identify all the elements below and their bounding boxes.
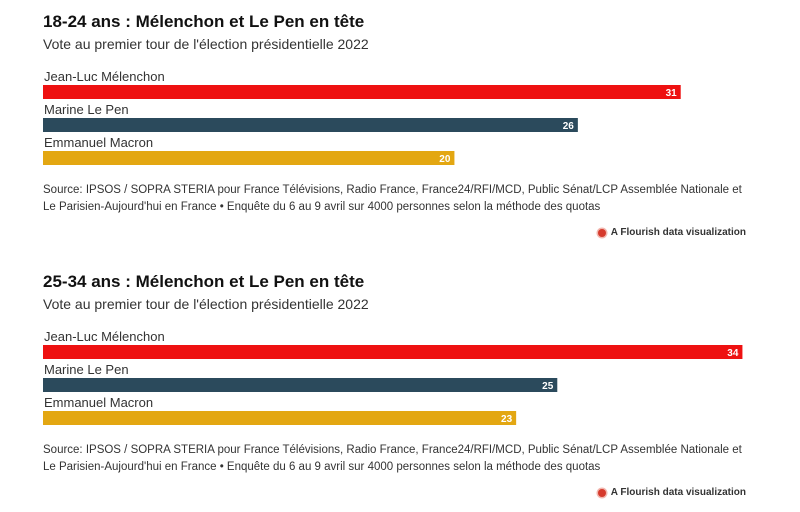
- category-label: Jean-Luc Mélenchon: [44, 329, 165, 344]
- bar-chart: Jean-Luc Mélenchon 31 Marine Le Pen 26 Emman…: [43, 69, 681, 165]
- flourish-logo-icon: [597, 488, 606, 497]
- chart-subtitle: Vote au premier tour de l'élection prési…: [43, 36, 369, 52]
- value-label: 23: [501, 414, 513, 425]
- flourish-credit-label: A Flourish data visualization: [610, 487, 746, 498]
- bar[interactable]: [43, 151, 455, 165]
- bar[interactable]: [43, 411, 517, 425]
- value-label: 31: [666, 88, 678, 99]
- bar[interactable]: [43, 85, 681, 99]
- chart-title: 25-34 ans : Mélenchon et Le Pen en tête: [43, 272, 365, 291]
- flourish-logo-icon: [597, 228, 606, 237]
- chart-panel-18-24: 18-24 ans : Mélenchon et Le Pen en tête …: [43, 12, 763, 252]
- category-label: Emmanuel Macron: [44, 135, 153, 150]
- value-label: 20: [439, 154, 451, 165]
- source-note: Source: IPSOS / SOPRA STERIA pour France…: [43, 184, 742, 213]
- category-label: Marine Le Pen: [44, 362, 129, 377]
- value-label: 25: [542, 381, 554, 392]
- bar[interactable]: [43, 378, 558, 392]
- flourish-credit-label: A Flourish data visualization: [610, 227, 746, 238]
- chart-title: 18-24 ans : Mélenchon et Le Pen en tête: [43, 12, 365, 31]
- value-label: 34: [727, 348, 739, 359]
- category-label: Marine Le Pen: [44, 102, 129, 117]
- category-label: Jean-Luc Mélenchon: [44, 69, 165, 84]
- bar[interactable]: [43, 345, 743, 359]
- category-label: Emmanuel Macron: [44, 395, 153, 410]
- chart-subtitle: Vote au premier tour de l'élection prési…: [43, 296, 369, 312]
- flourish-credit[interactable]: A Flourish data visualization: [597, 227, 746, 238]
- chart-panel-25-34: 25-34 ans : Mélenchon et Le Pen en tête …: [43, 272, 763, 512]
- bar[interactable]: [43, 118, 578, 132]
- value-label: 26: [563, 121, 575, 132]
- bar-chart: Jean-Luc Mélenchon 34 Marine Le Pen 25 Emman…: [43, 329, 743, 425]
- flourish-credit[interactable]: A Flourish data visualization: [597, 487, 746, 498]
- source-note: Source: IPSOS / SOPRA STERIA pour France…: [43, 444, 742, 473]
